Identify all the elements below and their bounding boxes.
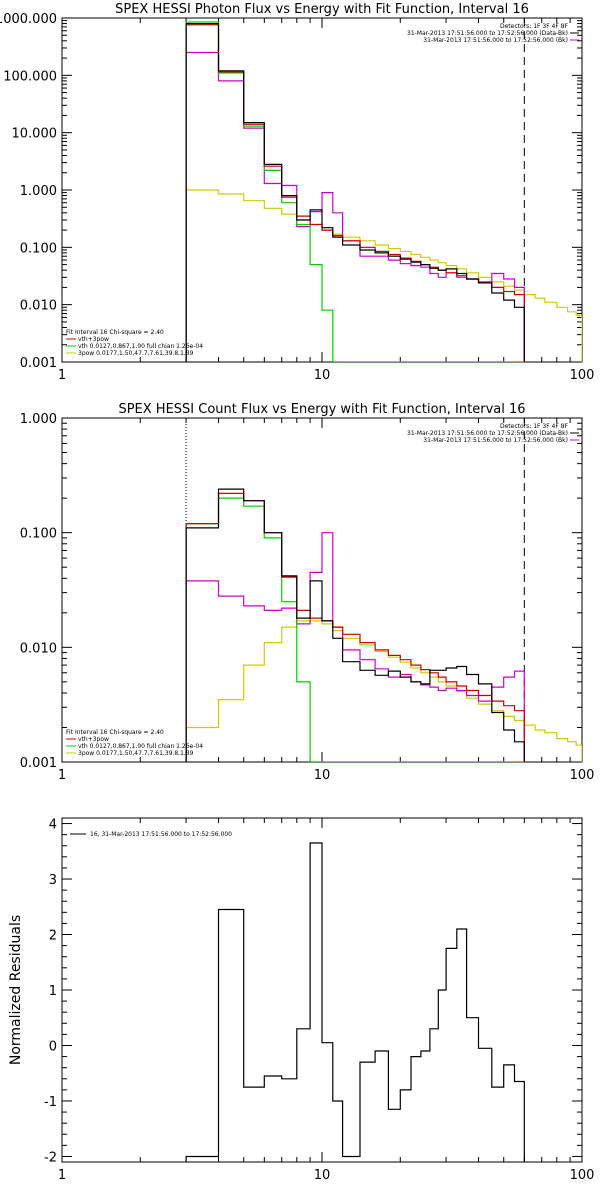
x-tick-label: 1 <box>58 768 66 783</box>
y-tick-label: 1 <box>49 984 57 999</box>
series-line-3 <box>185 532 525 762</box>
x-tick-label: 10 <box>314 1168 331 1183</box>
series-line-0 <box>185 620 582 762</box>
x-tick-label: 10 <box>314 368 331 383</box>
fit-line: vth+3pow <box>78 336 109 343</box>
series-line-0 <box>185 23 525 362</box>
legend-label: 16, 31-Mar-2013 17:51:56.000 to 17:52:56… <box>90 831 232 838</box>
y-tick-label: -1 <box>44 1095 57 1110</box>
y-tick-label: 1.000 <box>20 412 57 427</box>
x-tick-label: 100 <box>570 768 595 783</box>
header-line: 31-Mar-2013 17:51:56.000 to 17:52:56.000… <box>423 437 568 444</box>
plot-area <box>185 842 525 1162</box>
y-tick-label: 4 <box>49 818 57 833</box>
y-tick-label: -2 <box>44 1150 57 1165</box>
fit-line: 3pow 0.0177,1.50,47.7,7.61,39.8,1.39 <box>78 350 194 357</box>
y-tick-label: 0.100 <box>20 241 57 256</box>
y-tick-label: 2 <box>49 929 57 944</box>
fit-line: Fit Interval 16 Chi-square = 2.40 <box>66 329 164 336</box>
y-tick-label: 1000.000 <box>0 12 57 27</box>
fit-line: vth 0.0127,0.867,1.00 full chian 1.26e-0… <box>78 743 203 750</box>
y-tick-label: 0.010 <box>20 641 57 656</box>
y-tick-label: 3 <box>49 873 57 888</box>
y-tick-label: 0.001 <box>20 356 57 371</box>
x-tick-label: 100 <box>570 1168 595 1183</box>
series-line-3 <box>185 51 525 362</box>
header-line: Detectors: 1F 3F 4F 8F <box>500 423 569 430</box>
header-line: 31-Mar-2013 17:51:56.000 to 17:52:56.000… <box>407 30 568 37</box>
fit-line: 3pow 0.0177,1.50,47.7,7.61,39.8,1.39 <box>78 750 194 757</box>
x-tick-label: 1 <box>58 1168 66 1183</box>
plot-title: SPEX HESSI Count Flux vs Energy with Fit… <box>118 402 525 417</box>
plot-title: SPEX HESSI Photon Flux vs Energy with Fi… <box>115 2 529 17</box>
series-line-0 <box>185 189 582 362</box>
plot-area <box>185 418 582 762</box>
count-flux-panel: SPEX HESSI Count Flux vs Energy with Fit… <box>20 402 595 783</box>
y-tick-label: 0.100 <box>20 527 57 542</box>
y-tick-label: 100.000 <box>3 69 57 84</box>
x-tick-label: 1 <box>58 368 66 383</box>
fit-line: vth 0.0127,0.867,1.00 full chian 1.26e-0… <box>78 343 203 350</box>
residuals-panel: Normalized Residuals 1 10 100 -2 -1 0 1 2 3 4 16, 3… <box>8 817 595 1183</box>
header-line: 31-Mar-2013 17:51:56.000 to 17:52:56.000… <box>423 37 568 44</box>
y-tick-label: 0.001 <box>20 756 57 771</box>
y-tick-label: 1.000 <box>20 184 57 199</box>
y-tick-label: 10.000 <box>12 127 58 142</box>
fit-line: vth+3pow <box>78 736 109 743</box>
series-line-2 <box>185 21 525 362</box>
series-line-2 <box>185 497 525 762</box>
plot-area <box>185 18 582 362</box>
y-tick-label: 0.010 <box>20 299 57 314</box>
x-tick-label: 100 <box>570 368 595 383</box>
y-tick-label: 0 <box>49 1039 57 1054</box>
y-axis-label: Normalized Residuals <box>8 915 24 1065</box>
series-line-0 <box>185 488 525 762</box>
x-tick-label: 10 <box>314 768 331 783</box>
header-line: Detectors: 1F 3F 4F 8F <box>500 23 569 30</box>
series-line-1 <box>185 492 525 762</box>
residuals-line <box>185 842 525 1162</box>
header-line: 31-Mar-2013 17:51:56.000 to 17:52:56.000… <box>407 430 568 437</box>
photon-flux-panel: SPEX HESSI Photon Flux vs Energy with Fi… <box>0 2 594 383</box>
fit-line: Fit Interval 16 Chi-square = 2.40 <box>66 729 164 736</box>
